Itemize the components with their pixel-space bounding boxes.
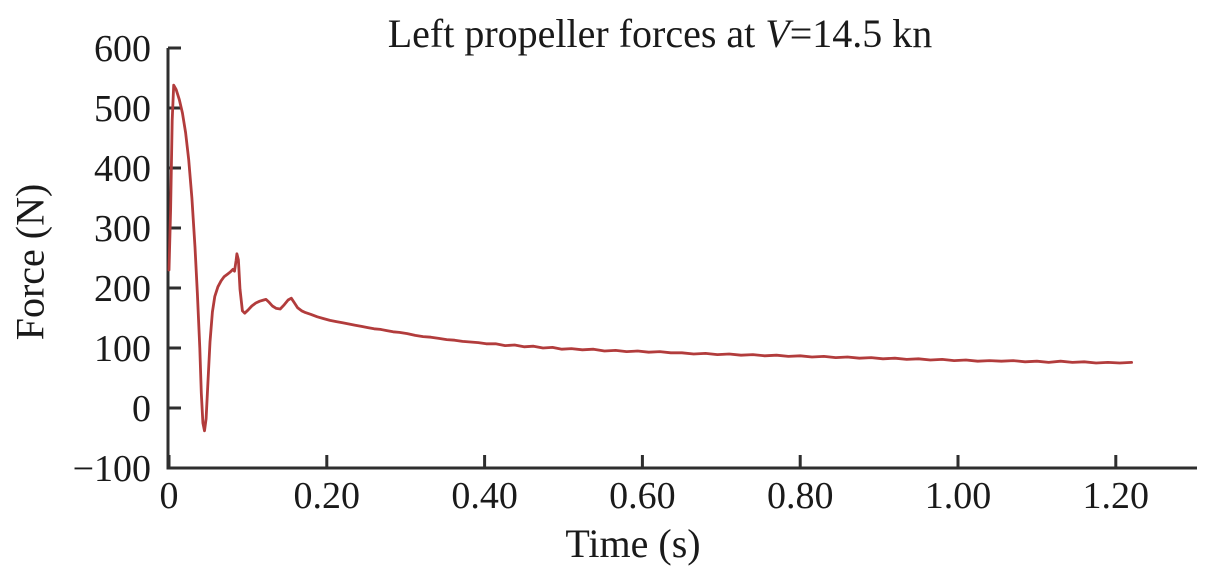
- chart-title-prefix: Left propeller forces at: [387, 11, 766, 56]
- y-tick-label: −100: [73, 448, 151, 490]
- y-tick-label: 500: [94, 88, 151, 130]
- y-tick-label: 200: [94, 268, 151, 310]
- x-tick-label: 1.00: [925, 475, 992, 517]
- x-axis-label: Time (s): [565, 521, 701, 566]
- y-tick-label: 400: [94, 148, 151, 190]
- x-tick-label: 0.40: [451, 475, 518, 517]
- y-axis-label: Force (N): [7, 183, 53, 341]
- chart-title-variable: V: [765, 11, 790, 56]
- y-tick-label: 100: [94, 328, 151, 370]
- x-tick-label: 0.60: [609, 475, 676, 517]
- y-tick-label: 0: [132, 388, 151, 430]
- x-tick-label: 0.20: [294, 475, 361, 517]
- y-tick-label: 300: [94, 208, 151, 250]
- y-tick-label: 600: [94, 28, 151, 70]
- axis-spine: [166, 48, 1197, 470]
- x-tick-label: 1.20: [1083, 475, 1150, 517]
- force-line-series: [167, 83, 1133, 433]
- chart-title-suffix: =14.5 kn: [789, 11, 933, 56]
- x-tick-label: 0: [160, 475, 179, 517]
- x-tick-label: 0.80: [767, 475, 834, 517]
- chart-title: Left propeller forces at V=14.5 kn: [388, 10, 933, 57]
